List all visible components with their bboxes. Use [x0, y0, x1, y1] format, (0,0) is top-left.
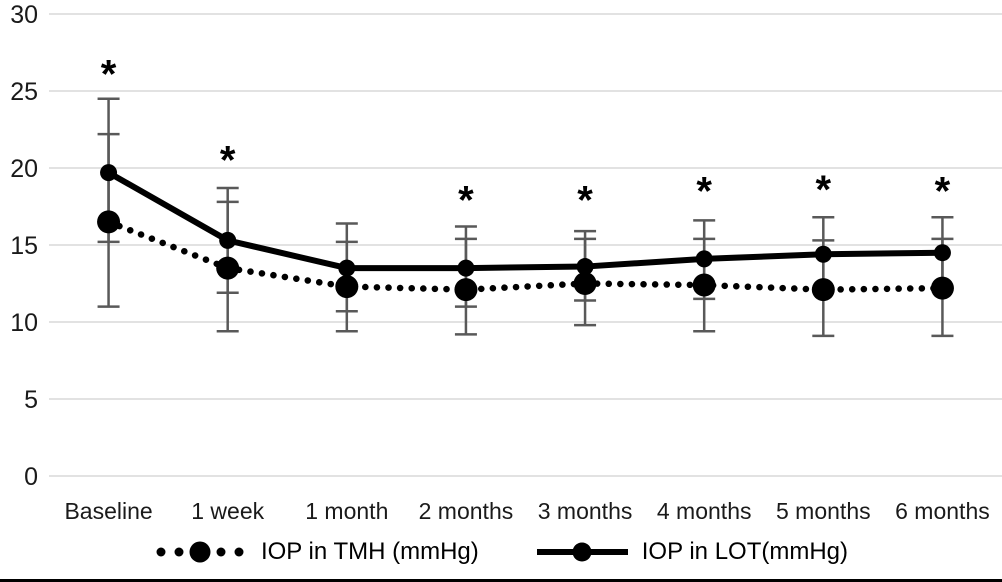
significance-asterisk: *	[101, 52, 117, 96]
significance-asterisk: *	[458, 179, 474, 223]
x-axis-tick-label: 6 months	[895, 498, 990, 524]
x-axis-tick-label: 4 months	[657, 498, 752, 524]
y-axis-tick-label: 30	[10, 1, 38, 29]
iop-line-chart: 0 5 10 15 20 25 30 Baseline 1 week 1 month 2 month…	[10, 1, 1002, 524]
x-axis-tick-label: 1 week	[191, 498, 264, 524]
legend-label-tmh: IOP in TMH (mmHg)	[260, 538, 479, 565]
lot-data-point	[338, 259, 356, 277]
y-axis-tick-label: 0	[24, 463, 38, 491]
y-axis-tick-label: 5	[24, 386, 38, 414]
legend-label-lot: IOP in LOT(mmHg)	[641, 538, 849, 565]
tmh-data-point	[930, 276, 954, 300]
significance-asterisk: *	[577, 179, 593, 223]
y-axis-tick-label: 15	[10, 232, 38, 260]
y-axis-tick-label: 25	[10, 78, 38, 106]
figure-bottom-border	[0, 579, 1002, 582]
x-axis-labels: Baseline 1 week 1 month 2 months 3 months 4 m…	[64, 498, 989, 524]
tmh-markers	[97, 210, 954, 302]
legend-item-lot: IOP in LOT(mmHg)	[535, 538, 848, 566]
lot-solid-line	[107, 170, 943, 272]
lot-data-point	[933, 244, 951, 262]
significance-asterisk: *	[935, 169, 951, 213]
tmh-data-point	[811, 278, 835, 302]
gridlines	[49, 13, 1002, 477]
lot-data-point	[219, 231, 237, 249]
significance-asterisk: *	[696, 169, 712, 213]
significance-asterisk: *	[816, 168, 832, 212]
y-axis-tick-label: 20	[10, 155, 38, 183]
tmh-data-point	[335, 275, 359, 299]
significance-markers: * * * * * * *	[101, 52, 951, 222]
lot-markers	[100, 164, 951, 277]
y-axis-labels: 0 5 10 15 20 25 30	[10, 1, 38, 491]
y-axis-tick-label: 10	[10, 309, 38, 337]
x-axis-tick-label: 5 months	[776, 498, 871, 524]
tmh-data-point	[573, 272, 597, 295]
lot-solid-swatch-icon	[536, 542, 628, 562]
tmh-dotted-line	[105, 218, 946, 293]
lot-data-point	[814, 245, 832, 263]
lot-data-point	[100, 164, 118, 182]
tmh-data-point	[97, 210, 121, 234]
significance-asterisk: *	[220, 139, 236, 183]
lot-data-point	[576, 258, 594, 276]
tmh-data-point	[216, 256, 240, 280]
tmh-data-point	[454, 278, 478, 302]
lot-data-point	[457, 259, 475, 277]
chart-legend: IOP in TMH (mmHg) IOP in LOT(mmHg)	[0, 538, 1002, 566]
x-axis-tick-label: 1 month	[305, 498, 388, 524]
lot-data-point	[695, 250, 713, 268]
x-axis-tick-label: 3 months	[538, 498, 633, 524]
x-axis-tick-label: 2 months	[419, 498, 514, 524]
tmh-data-point	[692, 273, 716, 297]
legend-item-tmh: IOP in TMH (mmHg)	[154, 538, 479, 566]
x-axis-tick-label: Baseline	[64, 498, 152, 524]
tmh-dotted-swatch-icon	[156, 541, 244, 563]
